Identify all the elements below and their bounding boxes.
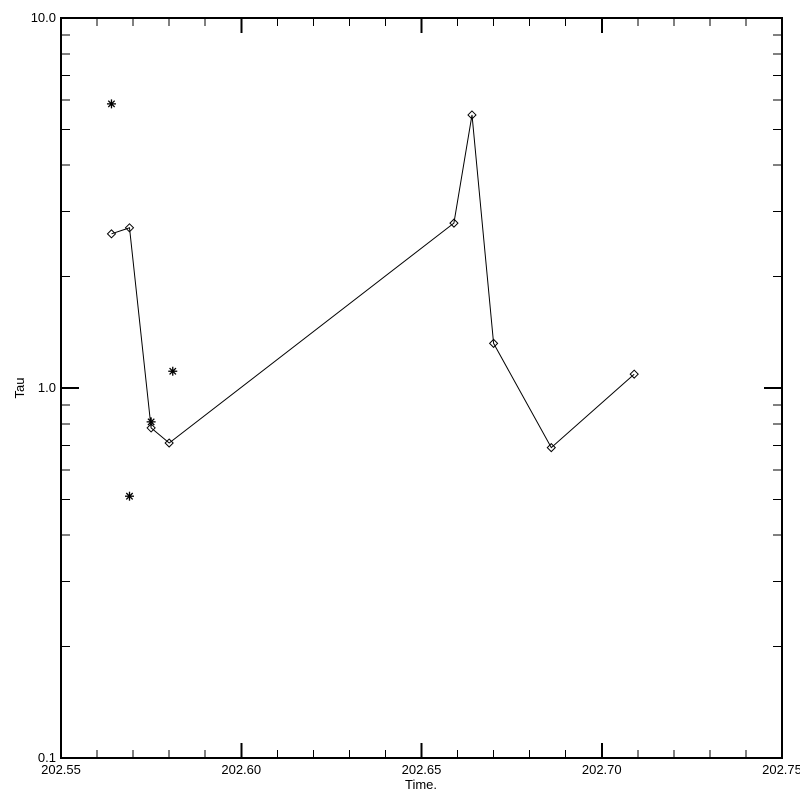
x-tick-label: 202.60	[221, 762, 261, 777]
x-axis-label: Time.	[405, 777, 437, 792]
plot-area: 202.55 202.60 202.65 202.70 202.75 0.1 1.0 10.0	[31, 10, 800, 777]
diamond-marker	[629, 369, 639, 379]
y-tick-label: 10.0	[31, 10, 56, 25]
asterisk-marker	[107, 100, 116, 108]
x-tick-label: 202.65	[402, 762, 442, 777]
diamond-marker	[106, 229, 117, 239]
asterisk-marker	[147, 418, 155, 426]
diamond-marker	[146, 423, 156, 433]
diamond-marker	[467, 110, 477, 120]
x-tick-label: 202.70	[582, 762, 622, 777]
x-tick-label: 202.75	[762, 762, 800, 777]
diamond-marker	[546, 442, 556, 453]
diamond-marker	[488, 338, 499, 349]
x-tick-label: 202.55	[41, 762, 81, 777]
asterisk-marker	[169, 367, 177, 375]
y-tick-label: 0.1	[38, 750, 56, 765]
asterisk-marker	[125, 492, 134, 500]
diamond-marker	[124, 223, 135, 233]
diamond-marker	[449, 218, 459, 228]
tau-connected-diamonds-line	[111, 114, 635, 449]
y-axis-label: Tau	[12, 378, 27, 399]
y-tick-label: 1.0	[38, 380, 56, 395]
plot-frame	[60, 17, 783, 759]
diamond-marker	[164, 438, 174, 448]
